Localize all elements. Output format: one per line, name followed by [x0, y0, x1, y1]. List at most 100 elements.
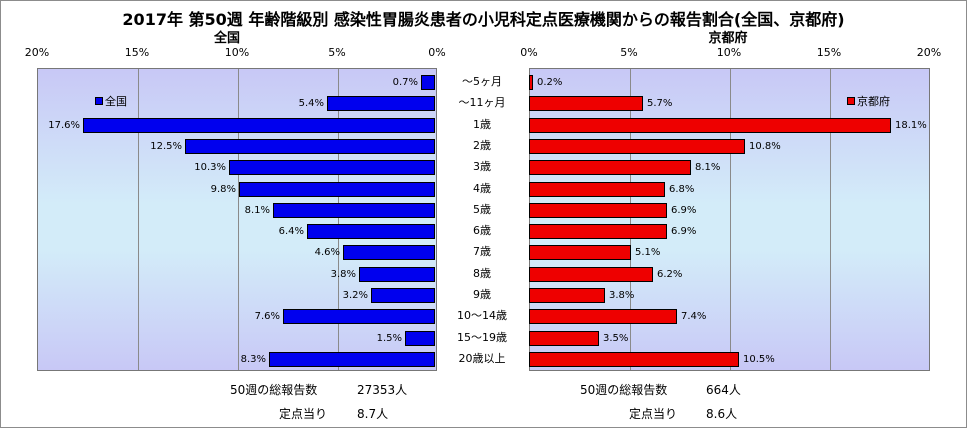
value-label-national: 12.5%	[150, 140, 182, 152]
category-label: 10～14歳	[457, 309, 507, 323]
category-label: ～11ヶ月	[458, 96, 506, 110]
left-tick-label: 5%	[328, 46, 346, 59]
bar-national	[327, 96, 435, 112]
category-label: 8歳	[473, 266, 491, 280]
right-per-value: 8.6人	[706, 407, 738, 421]
value-label-national: 8.3%	[240, 353, 266, 365]
left-gridline	[238, 69, 239, 370]
value-label-national: 1.5%	[376, 332, 402, 344]
bar-national	[185, 138, 435, 154]
right-total-label: 50週の総報告数	[580, 383, 668, 397]
value-label-kyoto: 6.8%	[669, 183, 695, 195]
category-label: 3歳	[473, 160, 491, 174]
right-tick-label: 5%	[620, 46, 638, 59]
bar-national	[273, 202, 435, 218]
left-panel-title: 全国	[213, 31, 240, 46]
category-label: 4歳	[473, 181, 491, 195]
value-label-kyoto: 6.9%	[671, 226, 697, 238]
bar-kyoto	[529, 266, 653, 282]
value-label-kyoto: 3.8%	[609, 290, 635, 301]
value-label-kyoto: 8.1%	[695, 162, 721, 174]
right-tick-label: 0%	[520, 46, 538, 59]
right-panel-title: 京都府	[708, 31, 748, 46]
bar-kyoto	[529, 138, 745, 154]
bar-national	[239, 181, 435, 197]
bar-national	[283, 309, 435, 325]
right-legend-label: 京都府	[857, 95, 890, 108]
category-label: 20歳以上	[458, 351, 506, 365]
category-label: 9歳	[473, 288, 491, 301]
left-tick-label: 20%	[24, 46, 50, 59]
bar-kyoto	[529, 117, 891, 133]
bar-kyoto	[529, 330, 599, 346]
chart-title: 2017年 第50週 年齢階級別 感染性胃腸炎患者の小児科定点医療機関からの報告…	[122, 10, 845, 29]
bar-national	[229, 160, 435, 176]
left-total-value: 27353人	[357, 383, 408, 397]
left-plot-area: 全国	[37, 68, 437, 371]
right-tick-label: 15%	[816, 46, 842, 59]
left-legend: 全国	[95, 93, 127, 109]
bar-kyoto	[529, 96, 643, 112]
value-label-kyoto: 10.8%	[749, 140, 781, 152]
value-label-kyoto: 0.2%	[537, 77, 563, 88]
value-label-national: 6.4%	[278, 226, 304, 238]
right-legend: 京都府	[847, 93, 890, 109]
left-tick-label: 15%	[124, 46, 150, 59]
value-label-kyoto: 5.7%	[647, 98, 673, 110]
value-label-national: 3.2%	[342, 290, 368, 301]
value-label-kyoto: 3.5%	[603, 332, 629, 344]
bar-national	[421, 75, 435, 90]
right-plot-area: 京都府	[529, 68, 930, 371]
value-label-kyoto: 5.1%	[635, 247, 661, 259]
right-tick-label: 20%	[916, 46, 942, 59]
value-label-national: 10.3%	[194, 162, 226, 174]
value-label-national: 17.6%	[48, 119, 80, 131]
value-label-national: 7.6%	[254, 311, 280, 323]
value-label-national: 4.6%	[314, 247, 340, 259]
left-per-value: 8.7人	[357, 407, 389, 421]
bar-kyoto	[529, 75, 533, 90]
right-gridline	[630, 69, 631, 370]
left-tick-label: 0%	[428, 46, 446, 59]
category-label: ～5ヶ月	[462, 75, 502, 88]
bar-kyoto	[529, 245, 631, 261]
bar-national	[405, 330, 435, 346]
right-gridline	[730, 69, 731, 370]
value-label-national: 9.8%	[210, 183, 236, 195]
bar-kyoto	[529, 202, 667, 218]
bar-national	[359, 266, 435, 282]
bar-national	[343, 245, 435, 261]
value-label-national: 0.7%	[392, 77, 418, 88]
value-label-kyoto: 18.1%	[895, 119, 927, 131]
left-total-label: 50週の総報告数	[230, 383, 318, 397]
bar-national	[307, 224, 435, 240]
value-label-kyoto: 7.4%	[681, 311, 707, 323]
bar-kyoto	[529, 309, 677, 325]
right-per-label: 定点当り	[629, 407, 678, 421]
bar-kyoto	[529, 181, 665, 197]
category-label: 7歳	[473, 245, 491, 259]
bar-kyoto	[529, 288, 605, 303]
left-gridline	[138, 69, 139, 370]
value-label-kyoto: 6.2%	[657, 268, 683, 280]
bar-kyoto	[529, 224, 667, 240]
category-label: 6歳	[473, 224, 491, 238]
left-per-label: 定点当り	[279, 407, 328, 421]
bar-national	[83, 117, 435, 133]
category-label: 2歳	[473, 138, 491, 152]
bar-kyoto	[529, 351, 739, 367]
value-label-national: 3.8%	[330, 268, 356, 280]
right-total-value: 664人	[706, 383, 741, 397]
category-label: 5歳	[473, 202, 491, 216]
left-tick-label: 10%	[224, 46, 250, 59]
category-label: 1歳	[473, 117, 491, 131]
category-label: 15～19歳	[457, 330, 507, 344]
value-label-kyoto: 6.9%	[671, 204, 697, 216]
left-gridline	[338, 69, 339, 370]
right-legend-swatch	[847, 97, 855, 105]
left-legend-label: 全国	[105, 95, 127, 108]
value-label-national: 5.4%	[298, 98, 324, 110]
bar-national	[371, 288, 435, 303]
right-tick-label: 10%	[716, 46, 742, 59]
value-label-kyoto: 10.5%	[743, 353, 775, 365]
